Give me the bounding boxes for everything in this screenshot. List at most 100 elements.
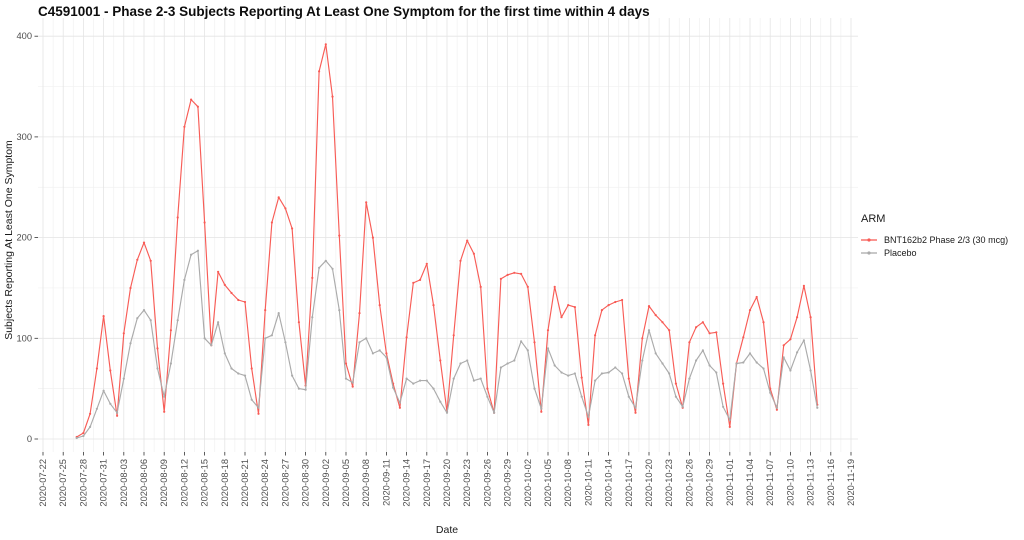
series-point-bnt162b2 (297, 321, 300, 324)
series-point-bnt162b2 (553, 285, 556, 288)
series-point-placebo (217, 321, 220, 324)
series-point-bnt162b2 (243, 300, 247, 304)
series-point-placebo (257, 406, 260, 409)
series-point-placebo (540, 407, 543, 410)
series-point-bnt162b2 (621, 298, 624, 302)
series-point-placebo (270, 334, 273, 337)
x-tick-label: 2020-10-05 (543, 459, 553, 507)
series-point-placebo (297, 387, 300, 390)
series-point-bnt162b2 (136, 258, 139, 261)
series-point-placebo (479, 377, 482, 380)
legend-entry-bnt162b2: BNT162b2 Phase 2/3 (30 mcg) (861, 235, 1008, 245)
series-point-placebo (425, 379, 428, 382)
series-point-placebo (136, 317, 139, 320)
series-point-placebo (513, 359, 516, 362)
x-tick-label: 2020-11-10 (785, 459, 795, 506)
legend: ARM BNT162b2 Phase 2/3 (30 mcg) Placebo (861, 213, 1008, 258)
series-point-placebo (311, 316, 314, 319)
series-point-placebo (122, 377, 125, 380)
y-tick-label: 400 (16, 31, 32, 41)
y-axis-title: Subjects Reporting At Least One Symptom (3, 140, 15, 340)
x-tick-label: 2020-07-28 (78, 459, 88, 507)
series-point-bnt162b2 (614, 300, 617, 304)
series-point-bnt162b2 (533, 341, 536, 344)
series-point-placebo (722, 405, 725, 408)
series-point-bnt162b2 (695, 326, 698, 329)
series-point-bnt162b2 (277, 196, 280, 199)
axis-tick-labels: 2020-07-22 2020-07-25 2020-07-28 2020-07-31… (16, 31, 856, 506)
series-point-placebo (681, 405, 684, 408)
y-tick-label: 200 (16, 233, 32, 243)
series-point-placebo (230, 367, 233, 370)
series-point-placebo (176, 319, 179, 322)
series-point-placebo (419, 379, 422, 382)
series-point-placebo (304, 388, 307, 391)
x-tick-label: 2020-08-21 (240, 459, 250, 507)
series-point-placebo (560, 371, 563, 374)
x-tick-label: 2020-11-13 (806, 459, 816, 506)
x-tick-label: 2020-07-31 (99, 459, 109, 507)
x-tick-label: 2020-10-20 (644, 459, 654, 507)
series-point-bnt162b2 (183, 125, 186, 128)
series-point-placebo (816, 406, 819, 409)
series-point-placebo (169, 362, 172, 365)
x-tick-label: 2020-08-03 (119, 459, 129, 507)
x-tick-label: 2020-11-19 (846, 459, 856, 506)
series-point-bnt162b2 (641, 337, 644, 340)
series-point-placebo (553, 364, 556, 367)
legend-label-bnt162b2: BNT162b2 Phase 2/3 (30 mcg) (884, 235, 1008, 245)
x-tick-label: 2020-11-16 (826, 459, 836, 506)
series-point-bnt162b2 (587, 423, 590, 426)
series-point-bnt162b2 (318, 70, 321, 73)
series-point-placebo (641, 359, 644, 362)
series-point-placebo (520, 340, 523, 343)
x-tick-label: 2020-10-17 (624, 459, 634, 507)
series-point-bnt162b2 (796, 316, 799, 319)
x-tick-label: 2020-11-01 (725, 459, 735, 506)
x-tick-label: 2020-08-15 (200, 459, 210, 507)
x-tick-label: 2020-09-14 (402, 459, 412, 507)
series-point-bnt162b2 (398, 406, 401, 409)
series-point-placebo (748, 352, 752, 355)
series-point-placebo (405, 377, 408, 380)
series-point-bnt162b2 (627, 377, 630, 380)
legend-entry-placebo: Placebo (861, 248, 917, 258)
series-point-bnt162b2 (163, 410, 166, 413)
series-point-bnt162b2 (499, 277, 502, 280)
series-point-placebo (439, 400, 442, 403)
series-point-placebo (291, 374, 294, 377)
series-point-bnt162b2 (264, 309, 267, 312)
series-point-bnt162b2 (486, 387, 489, 390)
x-tick-label: 2020-09-08 (361, 459, 371, 507)
series-point-bnt162b2 (567, 304, 570, 307)
series-point-bnt162b2 (748, 309, 752, 312)
series-point-placebo (149, 319, 152, 322)
series-point-placebo (809, 369, 812, 372)
y-tick-label: 300 (16, 132, 32, 142)
series-point-bnt162b2 (540, 410, 543, 413)
x-tick-label: 2020-08-27 (280, 459, 290, 507)
legend-key-point-bnt162b2 (867, 238, 871, 242)
x-tick-label: 2020-08-24 (260, 459, 270, 507)
series-point-bnt162b2 (257, 412, 260, 415)
series-point-placebo (499, 366, 502, 369)
x-tick-label: 2020-09-20 (442, 459, 452, 507)
series-point-placebo (277, 312, 280, 315)
series-point-bnt162b2 (742, 336, 745, 339)
series-point-placebo (755, 361, 758, 364)
series-point-bnt162b2 (432, 304, 435, 307)
series-point-bnt162b2 (594, 334, 597, 337)
x-tick-label: 2020-09-29 (503, 459, 513, 507)
series-point-bnt162b2 (176, 216, 179, 219)
series-point-placebo (668, 372, 671, 375)
series-point-bnt162b2 (647, 305, 651, 308)
series-point-bnt162b2 (122, 332, 125, 335)
series-point-bnt162b2 (580, 376, 583, 379)
x-axis-title: Date (436, 524, 458, 536)
series-point-bnt162b2 (95, 367, 98, 370)
series-point-placebo (452, 377, 455, 380)
series-point-placebo (102, 389, 105, 392)
gridlines-minor (38, 18, 858, 452)
series-point-placebo (533, 387, 536, 390)
